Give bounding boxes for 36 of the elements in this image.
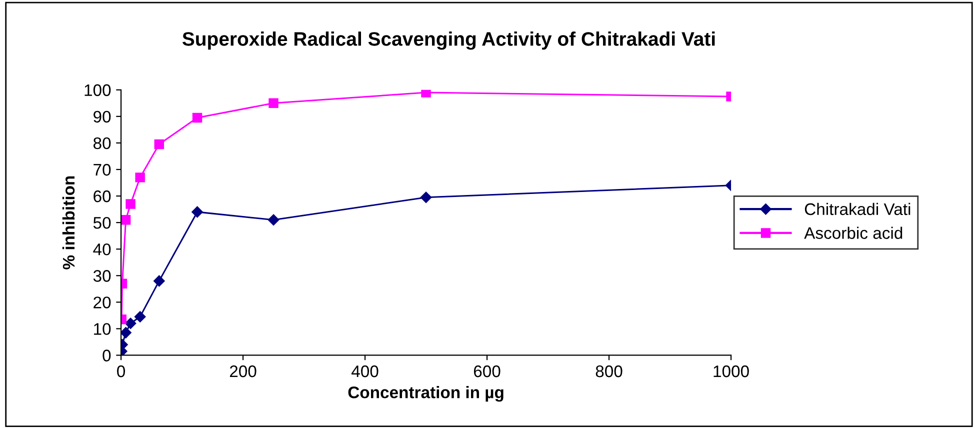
point xyxy=(268,214,280,226)
y-tick-label: 10 xyxy=(94,323,111,335)
x-tick-label: 200 xyxy=(230,365,256,378)
point xyxy=(154,139,164,150)
y-tick-label: 30 xyxy=(93,270,111,282)
legend-label: Chitrakadi Vati xyxy=(804,202,910,216)
x-tick-label: 0 xyxy=(117,365,126,378)
x-axis-title: Concentration in µg xyxy=(348,386,504,402)
x-tick-label: 800 xyxy=(596,365,622,378)
point xyxy=(121,215,131,225)
point xyxy=(268,98,278,108)
y-tick-label: 50 xyxy=(93,216,111,229)
point xyxy=(154,275,165,287)
point xyxy=(121,327,132,338)
chart-title: Superoxide Radical Scavenging Activity of Chitrakadi Vati xyxy=(182,32,715,50)
x-tick-label: 600 xyxy=(474,365,500,378)
point xyxy=(192,206,203,218)
y-tick-label: 60 xyxy=(94,190,111,202)
point xyxy=(420,192,432,203)
legend-label: Ascorbic acid xyxy=(804,226,902,239)
y-tick-label: 40 xyxy=(93,243,111,256)
point xyxy=(421,90,431,98)
point xyxy=(124,318,136,330)
x-tick-label: 400 xyxy=(352,365,378,378)
y-axis-title: % inhibition xyxy=(62,176,75,270)
y-tick-label: 90 xyxy=(94,110,111,123)
y-tick-label: 100 xyxy=(84,84,111,96)
point xyxy=(126,199,136,209)
point xyxy=(192,112,202,123)
y-tick-label: 80 xyxy=(93,137,111,150)
y-tick-label: 0 xyxy=(102,350,111,362)
point xyxy=(135,172,145,182)
point xyxy=(134,311,146,322)
x-tick-label: 1000 xyxy=(714,365,749,378)
y-tick-label: 20 xyxy=(94,296,111,308)
y-tick-label: 70 xyxy=(94,164,111,176)
